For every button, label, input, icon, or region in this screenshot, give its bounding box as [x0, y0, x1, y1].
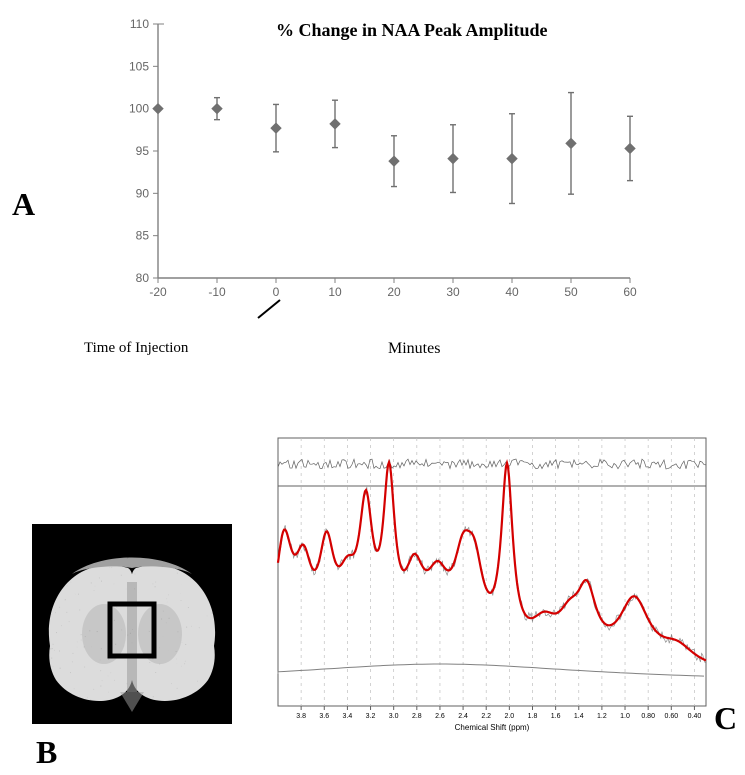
svg-text:30: 30 [446, 285, 460, 299]
mrs-spectrum-chart: 3.8 3.6 3.4 3.2 3.0 2.8 2.6 2.4 2.2 2.0 1.8 1.6 1.4 1… [272, 434, 712, 734]
svg-text:1.0: 1.0 [620, 713, 630, 720]
svg-text:85: 85 [136, 229, 150, 243]
svg-text:90: 90 [136, 186, 150, 200]
svg-text:80: 80 [136, 271, 150, 285]
scatter-chart-a: 80 85 90 95 100 105 110 -20 -10 0 10 20 30 40 50 60 [90, 10, 650, 370]
panel-label-c: C [714, 700, 737, 737]
svg-text:2.4: 2.4 [458, 713, 468, 720]
svg-text:3.6: 3.6 [319, 713, 329, 720]
svg-text:110: 110 [130, 17, 149, 31]
svg-text:2.2: 2.2 [481, 713, 491, 720]
svg-text:1.8: 1.8 [528, 713, 538, 720]
svg-text:Chemical Shift (ppm): Chemical Shift (ppm) [455, 723, 530, 732]
figure-page: { "labels": { "A": "A", "B": "B", "C": "… [0, 0, 745, 775]
panel-label-b: B [36, 734, 57, 771]
svg-text:105: 105 [129, 59, 149, 73]
svg-text:40: 40 [505, 285, 519, 299]
svg-text:0.80: 0.80 [641, 713, 655, 720]
svg-text:20: 20 [387, 285, 401, 299]
panel-label-a: A [12, 186, 35, 223]
svg-text:-20: -20 [149, 285, 167, 299]
svg-text:100: 100 [129, 102, 149, 116]
svg-text:1.6: 1.6 [551, 713, 561, 720]
svg-text:60: 60 [623, 285, 637, 299]
brain-voxel-image [32, 524, 232, 724]
svg-text:0: 0 [273, 285, 280, 299]
svg-text:3.8: 3.8 [296, 713, 306, 720]
svg-text:2.0: 2.0 [504, 713, 514, 720]
svg-text:50: 50 [564, 285, 578, 299]
svg-text:0.60: 0.60 [664, 713, 678, 720]
svg-text:0.40: 0.40 [688, 713, 702, 720]
svg-text:3.0: 3.0 [389, 713, 399, 720]
svg-text:3.4: 3.4 [343, 713, 353, 720]
svg-text:3.2: 3.2 [366, 713, 376, 720]
svg-text:1.2: 1.2 [597, 713, 607, 720]
svg-text:2.6: 2.6 [435, 713, 445, 720]
svg-text:2.8: 2.8 [412, 713, 422, 720]
svg-text:10: 10 [328, 285, 342, 299]
svg-text:-10: -10 [208, 285, 226, 299]
svg-text:95: 95 [136, 144, 150, 158]
svg-text:1.4: 1.4 [574, 713, 584, 720]
